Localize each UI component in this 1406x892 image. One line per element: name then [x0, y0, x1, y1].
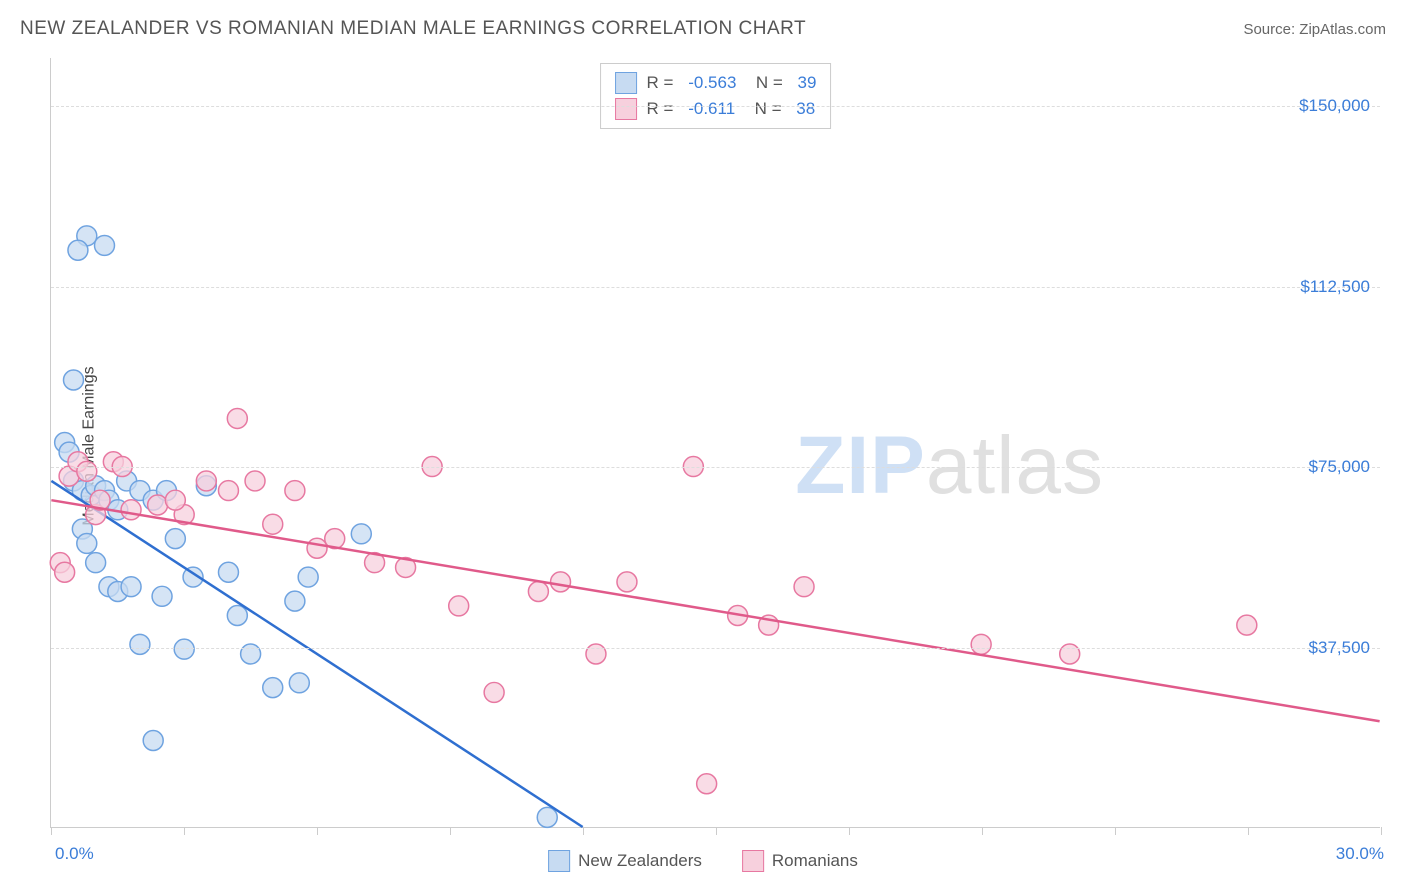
- data-point: [697, 774, 717, 794]
- data-point: [121, 577, 141, 597]
- legend-item-ro: Romanians: [742, 850, 858, 872]
- data-point: [289, 673, 309, 693]
- x-tick: [184, 827, 185, 835]
- y-tick-label: $150,000: [1299, 96, 1370, 116]
- trend-line: [51, 481, 582, 827]
- data-point: [263, 514, 283, 534]
- series-legend: New Zealanders Romanians: [548, 850, 858, 872]
- x-tick: [450, 827, 451, 835]
- data-point: [484, 682, 504, 702]
- data-point: [528, 582, 548, 602]
- legend-swatch-nz: [548, 850, 570, 872]
- scatter-svg: [51, 58, 1380, 827]
- x-tick: [583, 827, 584, 835]
- gridline: [51, 467, 1380, 468]
- chart-plot-area: ZIPatlas R = -0.563 N = 39 R = -0.611 N …: [50, 58, 1380, 828]
- data-point: [351, 524, 371, 544]
- data-point: [227, 408, 247, 428]
- data-point: [68, 240, 88, 260]
- data-point: [285, 591, 305, 611]
- data-point: [55, 562, 75, 582]
- legend-label-ro: Romanians: [772, 851, 858, 871]
- y-tick-label: $37,500: [1309, 638, 1370, 658]
- data-point: [143, 731, 163, 751]
- data-point: [449, 596, 469, 616]
- data-point: [298, 567, 318, 587]
- x-tick: [1115, 827, 1116, 835]
- data-point: [218, 481, 238, 501]
- y-tick-label: $112,500: [1300, 277, 1370, 297]
- data-point: [64, 370, 84, 390]
- x-tick: [1248, 827, 1249, 835]
- gridline: [51, 287, 1380, 288]
- chart-source: Source: ZipAtlas.com: [1243, 21, 1386, 38]
- y-tick-label: $75,000: [1309, 457, 1370, 477]
- gridline: [51, 106, 1380, 107]
- chart-title: NEW ZEALANDER VS ROMANIAN MEDIAN MALE EA…: [20, 18, 806, 40]
- x-tick: [1381, 827, 1382, 835]
- data-point: [174, 639, 194, 659]
- data-point: [86, 553, 106, 573]
- data-point: [794, 577, 814, 597]
- data-point: [130, 634, 150, 654]
- data-point: [95, 235, 115, 255]
- data-point: [971, 634, 991, 654]
- chart-header: NEW ZEALANDER VS ROMANIAN MEDIAN MALE EA…: [0, 0, 1406, 50]
- data-point: [196, 471, 216, 491]
- x-axis-end-label: 30.0%: [1336, 844, 1384, 864]
- data-point: [121, 500, 141, 520]
- legend-item-nz: New Zealanders: [548, 850, 702, 872]
- data-point: [165, 529, 185, 549]
- data-point: [307, 538, 327, 558]
- data-point: [165, 490, 185, 510]
- x-tick: [317, 827, 318, 835]
- data-point: [245, 471, 265, 491]
- data-point: [285, 481, 305, 501]
- legend-label-nz: New Zealanders: [578, 851, 702, 871]
- data-point: [1237, 615, 1257, 635]
- x-tick: [716, 827, 717, 835]
- data-point: [77, 461, 97, 481]
- data-point: [218, 562, 238, 582]
- x-axis-start-label: 0.0%: [55, 844, 94, 864]
- data-point: [617, 572, 637, 592]
- data-point: [227, 606, 247, 626]
- data-point: [152, 586, 172, 606]
- data-point: [537, 807, 557, 827]
- x-tick: [51, 827, 52, 835]
- gridline: [51, 648, 1380, 649]
- data-point: [77, 533, 97, 553]
- legend-swatch-ro: [742, 850, 764, 872]
- x-tick: [849, 827, 850, 835]
- data-point: [148, 495, 168, 515]
- x-tick: [982, 827, 983, 835]
- data-point: [551, 572, 571, 592]
- data-point: [263, 678, 283, 698]
